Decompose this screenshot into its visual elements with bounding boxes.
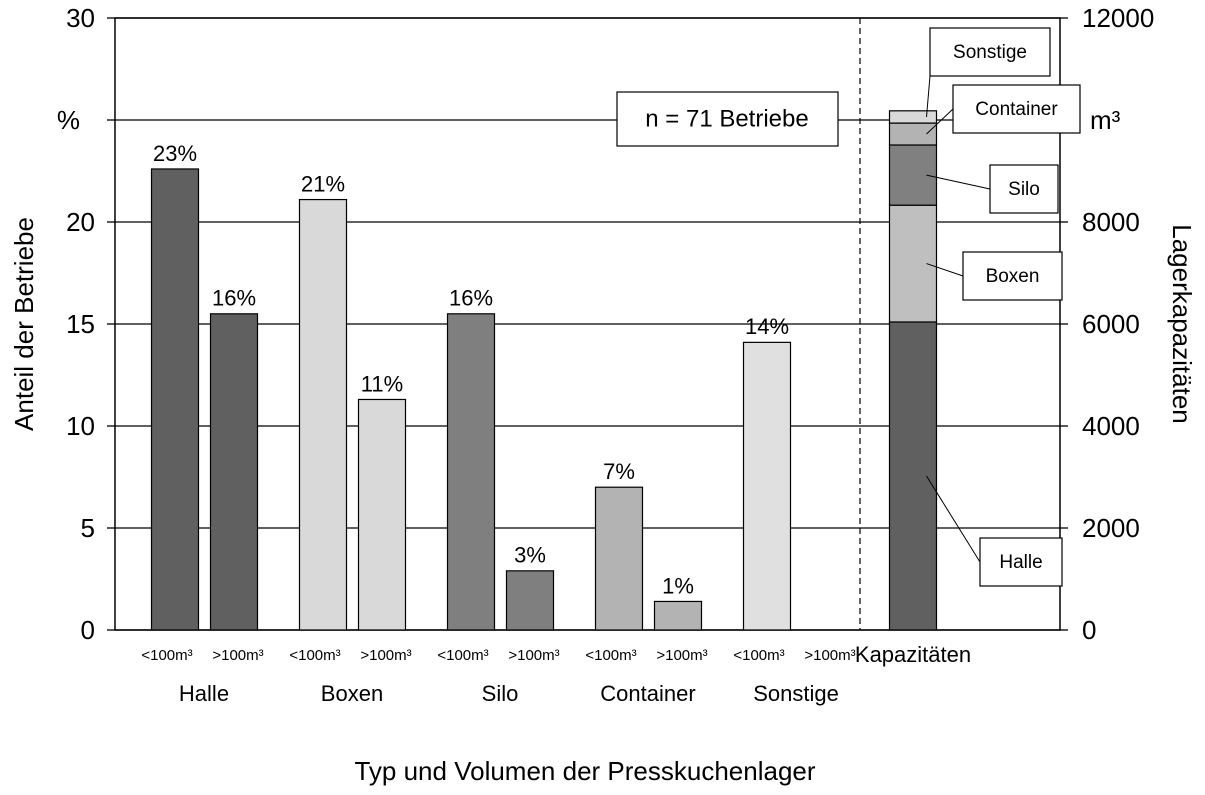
annotation-box <box>616 91 839 147</box>
x-tick-label: <100m³ <box>585 647 636 664</box>
x-tick-label: <100m³ <box>437 647 488 664</box>
y2-tick-label: 8000 <box>1082 207 1140 237</box>
legend-label: Container <box>975 99 1058 120</box>
bar <box>150 168 200 631</box>
group-label: Sonstige <box>753 681 839 706</box>
x-tick-label: Kapazitäten <box>855 642 971 667</box>
legend-label: Silo <box>1008 179 1040 200</box>
x-tick-label: >100m³ <box>804 647 855 664</box>
y-tick-label: 0 <box>81 615 95 645</box>
legend-label: Halle <box>999 552 1042 573</box>
bar <box>209 313 259 631</box>
x-tick-label: >100m³ <box>508 647 559 664</box>
callout-line <box>926 174 991 190</box>
x-tick-label: <100m³ <box>141 647 192 664</box>
stack-segment <box>888 321 938 631</box>
x-tick-label: >100m³ <box>360 647 411 664</box>
y-tick-label: 10 <box>66 411 95 441</box>
stack-segment <box>888 110 938 124</box>
callout-line <box>926 75 931 117</box>
plot-frame <box>114 17 1061 631</box>
data-label: 21% <box>301 171 345 196</box>
x-tick-label: >100m³ <box>656 647 707 664</box>
data-label: 14% <box>745 314 789 339</box>
y2-tick-label: 0 <box>1082 615 1096 645</box>
group-label: Boxen <box>321 681 383 706</box>
y-axis-label: Anteil der Betriebe <box>9 217 39 431</box>
bar <box>357 398 407 631</box>
y2-tick-label: 2000 <box>1082 513 1140 543</box>
data-label: 11% <box>361 371 403 396</box>
bar <box>446 313 496 631</box>
y-tick-label: 30 <box>66 3 95 33</box>
callout-box <box>989 164 1059 214</box>
bar <box>653 600 703 631</box>
legend-label: Boxen <box>986 266 1040 287</box>
callout-box <box>929 27 1051 77</box>
x-tick-label: <100m³ <box>733 647 784 664</box>
y-tick-label: 5 <box>81 513 95 543</box>
y2-tick-label: 6000 <box>1082 309 1140 339</box>
group-label: Container <box>600 681 695 706</box>
callout-line <box>926 108 954 135</box>
y-tick-label: 15 <box>66 309 95 339</box>
callout-line <box>926 263 964 277</box>
y-tick-label: 20 <box>66 207 95 237</box>
y2-tick-label: m³ <box>1090 105 1121 135</box>
data-label: 23% <box>153 141 197 166</box>
x-tick-label: <100m³ <box>289 647 340 664</box>
bar <box>505 570 555 631</box>
bar <box>742 341 792 631</box>
legend-label: Sonstige <box>953 42 1027 63</box>
x-axis-label: Typ und Volumen der Presskuchenlager <box>354 756 815 786</box>
annotation: n = 71 Betriebe <box>645 105 808 132</box>
y2-tick-label: 12000 <box>1082 3 1154 33</box>
data-label: 16% <box>449 286 493 311</box>
data-label: 1% <box>662 573 694 598</box>
stack-segment <box>888 122 938 146</box>
stack-segment <box>888 144 938 206</box>
stack-segment <box>888 204 938 323</box>
group-label: Halle <box>179 681 229 706</box>
bar <box>298 198 348 631</box>
callout-box <box>962 251 1063 301</box>
y2-tick-label: 4000 <box>1082 411 1140 441</box>
callout-box <box>952 84 1081 134</box>
group-label: Silo <box>482 681 519 706</box>
x-tick-label: >100m³ <box>212 647 263 664</box>
bar <box>594 486 644 631</box>
data-label: 16% <box>212 286 256 311</box>
callout-line <box>926 475 981 563</box>
data-label: 7% <box>603 459 635 484</box>
y2-axis-label: Lagerkapazitäten <box>1167 224 1197 423</box>
y-tick-label: % <box>57 105 80 135</box>
callout-box <box>979 537 1063 587</box>
data-label: 3% <box>514 543 546 568</box>
